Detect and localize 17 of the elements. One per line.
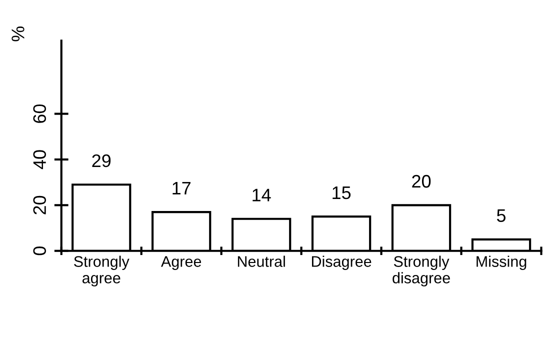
x-tick-label: Strongly disagree [392, 256, 450, 286]
data-label: 17 [172, 182, 190, 194]
x-tick-label: Neutral [238, 256, 285, 267]
data-label: 5 [496, 209, 506, 222]
data-label: 29 [92, 154, 111, 168]
x-tick-label: Missing [476, 256, 526, 270]
x-tick-label: Strongly agree [74, 256, 130, 286]
y-tick-label: 60 [33, 104, 46, 123]
x-tick-label: Disagree [312, 256, 372, 270]
data-label: 14 [252, 188, 271, 202]
y-tick-label: 0 [33, 246, 46, 256]
y-tick-label: 20 [33, 196, 46, 214]
data-label: 15 [332, 186, 351, 200]
y-axis-title: % [12, 26, 24, 42]
data-label: 20 [412, 174, 431, 188]
y-tick-label: 40 [33, 150, 46, 170]
x-tick-label: Agree [161, 256, 202, 270]
